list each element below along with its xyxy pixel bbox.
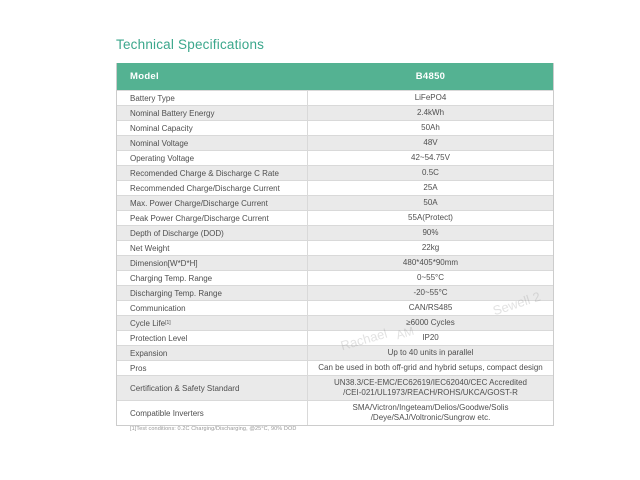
spec-row: Charging Temp. Range 0~55°C: [117, 270, 553, 285]
spec-label: Recommended Charge/Discharge Current: [117, 181, 308, 195]
spec-value: 25A: [423, 183, 438, 192]
spec-value: UN38.3/CE-EMC/EC62619/IEC62040/CEC Accre…: [334, 378, 527, 397]
spec-value: CAN/RS485: [408, 303, 453, 312]
spec-value: 50Ah: [421, 123, 440, 132]
footnote: [1]Test conditions: 0.2C Charging/Discha…: [130, 426, 297, 432]
spec-label: Discharging Temp. Range: [117, 286, 308, 300]
spec-row: Max. Power Charge/Discharge Current 50A: [117, 195, 553, 210]
spec-row: Recomended Charge & Discharge C Rate 0.5C: [117, 165, 553, 180]
spec-row: Certification & Safety Standard UN38.3/CE…: [117, 375, 553, 400]
spec-value: 50A: [423, 198, 438, 207]
spec-value: 480*405*90mm: [402, 258, 459, 267]
spec-value: Up to 40 units in parallel: [387, 348, 474, 357]
spec-row: Communication CAN/RS485: [117, 300, 553, 315]
spec-value: 42~54.75V: [411, 153, 450, 162]
spec-row: Operating Voltage 42~54.75V: [117, 150, 553, 165]
spec-label: Charging Temp. Range: [117, 271, 308, 285]
spec-row: Recommended Charge/Discharge Current 25A: [117, 180, 553, 195]
spec-row: Protection Level IP20: [117, 330, 553, 345]
spec-row: Net Weight 22kg: [117, 240, 553, 255]
spec-value: IP20: [422, 333, 439, 342]
table-body: Battery Type LiFePO4 Nominal Battery Energ…: [117, 90, 553, 425]
spec-value: 2.4kWh: [416, 108, 445, 117]
spec-label: Certification & Safety Standard: [117, 376, 308, 400]
spec-row: Discharging Temp. Range -20~55°C: [117, 285, 553, 300]
spec-value: ≥6000 Cycles: [406, 318, 455, 327]
spec-row: Cycle Life [1] ≥6000 Cycles: [117, 315, 553, 330]
spec-value: 90%: [422, 228, 439, 237]
spec-row: Pros Can be used in both off-grid and hyb…: [117, 360, 553, 375]
spec-row: Dimension[W*D*H] 480*405*90mm: [117, 255, 553, 270]
spec-row: Compatible Inverters SMA/Victron/Ingeteam…: [117, 400, 553, 425]
spec-row: Depth of Discharge (DOD) 90%: [117, 225, 553, 240]
spec-label: Cycle Life [1]: [117, 316, 308, 330]
spec-label: Nominal Capacity: [117, 121, 308, 135]
spec-value: 0.5C: [422, 168, 439, 177]
spec-value: SMA/Victron/Ingeteam/Delios/Goodwe/Solis…: [352, 403, 509, 422]
spec-label: Operating Voltage: [117, 151, 308, 165]
spec-label: Expansion: [117, 346, 308, 360]
spec-value: 55A(Protect): [408, 213, 453, 222]
spec-label: Compatible Inverters: [117, 401, 308, 425]
spec-row: Battery Type LiFePO4: [117, 90, 553, 105]
spec-row: Nominal Battery Energy 2.4kWh: [117, 105, 553, 120]
spec-table: Model B4850 Battery Type LiFePO4 Nominal B…: [116, 63, 554, 426]
spec-row: Nominal Capacity 50Ah: [117, 120, 553, 135]
table-header-row: Model B4850: [117, 63, 553, 90]
spec-value: LiFePO4: [414, 93, 447, 102]
model-header-label: Model: [130, 71, 159, 82]
spec-label: Battery Type: [117, 91, 308, 105]
spec-label: Net Weight: [117, 241, 308, 255]
spec-label: Peak Power Charge/Discharge Current: [117, 211, 308, 225]
spec-value: Can be used in both off-grid and hybrid …: [318, 363, 543, 372]
spec-label: Recomended Charge & Discharge C Rate: [117, 166, 308, 180]
spec-label: Communication: [117, 301, 308, 315]
spec-label: Nominal Battery Energy: [117, 106, 308, 120]
spec-label: Protection Level: [117, 331, 308, 345]
spec-value: 48V: [423, 138, 438, 147]
spec-label: Max. Power Charge/Discharge Current: [117, 196, 308, 210]
model-header-value: B4850: [415, 71, 446, 82]
page-title: Technical Specifications: [116, 37, 265, 52]
spec-value: 0~55°C: [417, 273, 444, 282]
spec-value: -20~55°C: [413, 288, 448, 297]
spec-label: Nominal Voltage: [117, 136, 308, 150]
spec-row: Peak Power Charge/Discharge Current 55A(P…: [117, 210, 553, 225]
spec-row: Nominal Voltage 48V: [117, 135, 553, 150]
spec-label: Pros: [117, 361, 308, 375]
spec-label: Dimension[W*D*H]: [117, 256, 308, 270]
spec-label: Depth of Discharge (DOD): [117, 226, 308, 240]
spec-value: 22kg: [421, 243, 440, 252]
spec-row: Expansion Up to 40 units in parallel: [117, 345, 553, 360]
